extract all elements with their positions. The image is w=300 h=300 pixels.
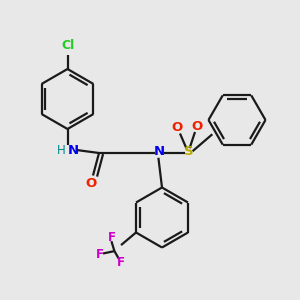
Text: O: O bbox=[171, 121, 183, 134]
Text: S: S bbox=[184, 145, 194, 158]
Text: F: F bbox=[116, 256, 124, 269]
Text: F: F bbox=[107, 231, 116, 244]
Text: O: O bbox=[191, 119, 202, 133]
Text: O: O bbox=[85, 177, 96, 190]
Text: F: F bbox=[95, 248, 104, 261]
Text: N: N bbox=[67, 143, 79, 157]
Text: H: H bbox=[56, 143, 65, 157]
Text: N: N bbox=[153, 145, 165, 158]
Text: Cl: Cl bbox=[61, 40, 74, 52]
